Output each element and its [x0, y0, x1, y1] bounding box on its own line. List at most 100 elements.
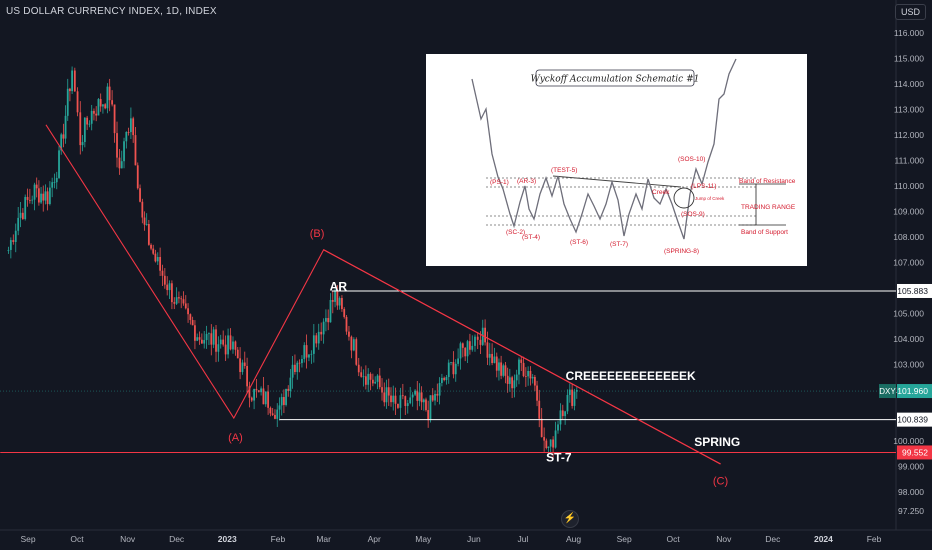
candle-body	[536, 385, 538, 401]
candle-body	[42, 193, 45, 201]
candle-body	[440, 377, 443, 383]
candle-body	[305, 345, 308, 358]
candle-body	[141, 201, 144, 218]
candle-body	[522, 362, 525, 377]
candle-body	[147, 223, 150, 245]
candle-body	[163, 275, 166, 285]
annotation-label: SPRING	[694, 435, 740, 449]
x-tick-label: Nov	[716, 534, 732, 544]
candle-body	[364, 376, 367, 385]
ar-level-tag	[897, 283, 932, 298]
candle-body	[33, 184, 36, 200]
candle-body	[495, 356, 498, 371]
candle-body	[276, 409, 279, 419]
candle-body	[88, 123, 91, 125]
candle-body	[79, 112, 82, 146]
candle-body	[486, 342, 489, 358]
currency-button[interactable]: USD	[894, 4, 926, 20]
candle-body	[232, 341, 234, 350]
candle-body	[73, 70, 76, 92]
candle-body	[466, 341, 469, 357]
candle-body	[561, 410, 564, 417]
candle-body	[464, 347, 467, 357]
candle-body	[217, 344, 220, 352]
candle-body	[145, 223, 148, 225]
candle-body	[394, 395, 397, 404]
candle-body	[239, 358, 241, 373]
candle-body	[571, 389, 574, 406]
y-tick-label: 105.000	[893, 309, 924, 319]
candle-body	[229, 335, 232, 350]
candle-body	[280, 397, 283, 406]
x-tick-label: Jul	[517, 534, 528, 544]
x-tick-label: May	[415, 534, 432, 544]
candle-body	[573, 391, 576, 406]
x-tick-label: Jun	[467, 534, 481, 544]
st7-label: (ST-7)	[610, 241, 628, 248]
candle-body	[210, 333, 213, 345]
y-tick-label: 111.000	[895, 155, 925, 165]
y-tick-label: 103.000	[893, 360, 924, 370]
candle-body	[161, 270, 164, 276]
sos9-label: (SOS-9)	[681, 211, 705, 218]
spring-label: (SPRING-8)	[664, 248, 699, 255]
candle-body	[139, 188, 141, 202]
candle-body	[338, 298, 341, 306]
candle-body	[554, 430, 557, 448]
candle-body	[212, 329, 215, 345]
candle-body	[234, 341, 237, 350]
tradingview-logo-icon[interactable]: ⚡	[561, 510, 579, 528]
candle-body	[438, 382, 441, 396]
annotation-label: ST-7	[546, 450, 572, 464]
candle-body	[374, 381, 377, 384]
candle-body	[322, 321, 325, 335]
candle-body	[422, 399, 425, 403]
candle-body	[132, 118, 135, 136]
candle-body	[289, 377, 292, 391]
annotation-label: AR	[330, 280, 348, 294]
candle-body	[298, 362, 301, 364]
candle-body	[194, 325, 196, 341]
candle-body	[564, 411, 567, 417]
candle-body	[200, 339, 203, 344]
candle-body	[264, 391, 267, 405]
candle-body	[527, 370, 530, 377]
candle-body	[303, 345, 306, 359]
symbol-tag-label: DXY	[879, 387, 896, 396]
candle-body	[371, 379, 374, 384]
candle-body	[130, 118, 132, 133]
candle-body	[219, 339, 222, 345]
candle-body	[24, 196, 27, 219]
candle-body	[44, 191, 47, 201]
candle-body	[376, 375, 379, 382]
candle-body	[76, 91, 79, 113]
candle-body	[325, 318, 327, 322]
candle-body	[457, 358, 460, 364]
candle-body	[549, 439, 552, 447]
y-tick-label: 114.000	[894, 79, 924, 89]
candle-body	[55, 177, 58, 183]
candle-body	[529, 370, 532, 379]
candle-body	[143, 217, 146, 225]
candle-body	[285, 388, 287, 405]
candle-body	[9, 240, 12, 250]
candle-body	[362, 376, 365, 378]
candle-body	[182, 299, 185, 304]
candle-body	[491, 353, 493, 364]
candle-body	[274, 414, 276, 419]
candle-body	[168, 283, 171, 291]
candle-body	[329, 299, 332, 323]
y-tick-label: 112.000	[894, 130, 924, 140]
candle-body	[360, 372, 363, 377]
candle-body	[83, 117, 86, 143]
y-tick-label: 99.000	[898, 462, 924, 472]
candle-body	[205, 333, 208, 341]
candle-body	[425, 399, 427, 411]
lps-label: (LPS-11)	[691, 183, 717, 190]
spring-level-value: 99.552	[902, 447, 928, 457]
candle-body	[296, 362, 299, 372]
jump-label: Jump of Creek	[695, 196, 725, 201]
candle-body	[53, 182, 56, 183]
candle-body	[222, 339, 225, 345]
